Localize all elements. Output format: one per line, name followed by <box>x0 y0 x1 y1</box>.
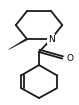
Polygon shape <box>8 38 27 50</box>
Text: O: O <box>66 54 73 63</box>
Text: N: N <box>48 35 55 44</box>
